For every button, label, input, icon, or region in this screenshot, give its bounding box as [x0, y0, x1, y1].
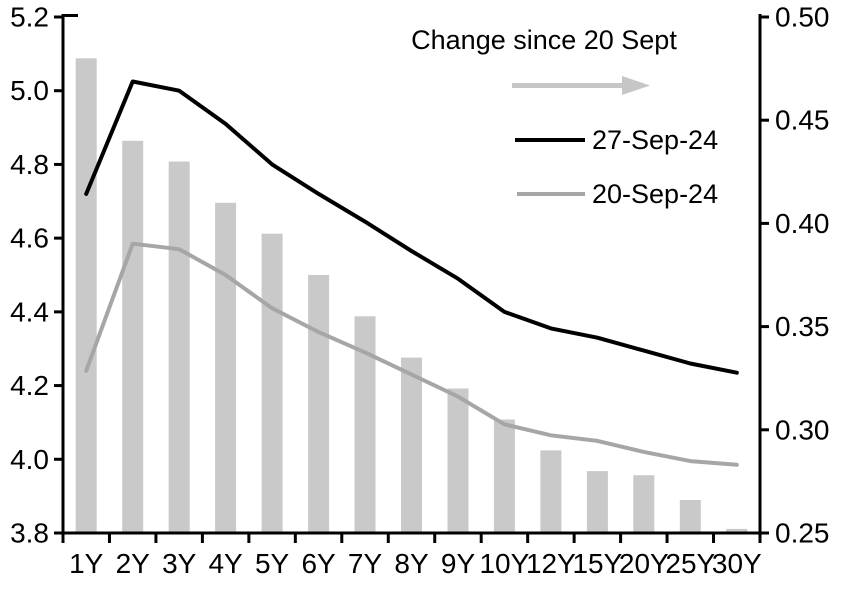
- bar-12Y: [540, 450, 562, 533]
- right-axis-tick-label: 0.50: [775, 2, 830, 33]
- bar-2Y: [122, 140, 144, 534]
- legend-label-27-sep: 27-Sep-24: [592, 125, 718, 155]
- left-axis-tick-label: 3.8: [10, 518, 49, 549]
- left-axis-tick-label: 5.2: [10, 2, 49, 33]
- change-arrow-icon: [512, 76, 650, 95]
- bar-7Y: [354, 316, 376, 533]
- left-axis-tick-label: 4.4: [10, 296, 49, 327]
- right-axis-tick-label: 0.25: [775, 518, 830, 549]
- x-axis-category-label: 9Y: [441, 548, 476, 579]
- right-axis-tick-label: 0.30: [775, 414, 830, 445]
- left-axis-tick-label: 4.0: [10, 444, 49, 475]
- left-axis-tick-label: 5.0: [10, 75, 49, 106]
- right-axis-tick-label: 0.40: [775, 208, 830, 239]
- chart-legend: Change since 20 Sept 27-Sep-24 20-Sep-24: [411, 25, 718, 209]
- line-20-Sep-24: [84, 241, 739, 467]
- x-axis-category-label: 4Y: [208, 548, 243, 579]
- bar-10Y: [493, 419, 515, 533]
- bar-15Y: [586, 471, 608, 533]
- x-axis-category-label: 1Y: [69, 548, 104, 579]
- bar-9Y: [447, 388, 469, 533]
- x-axis-category-label: 25Y: [665, 548, 715, 579]
- x-axis-category-label: 30Y: [712, 548, 762, 579]
- bar-series-layer: [75, 58, 748, 534]
- line-27-Sep-24: [84, 79, 739, 375]
- bar-4Y: [215, 202, 237, 534]
- axes-layer: 5.2 5.0 4.8 4.6 4.4 4.2 4.0 3.8 0.50 0.45 0.40 0.35…: [10, 2, 829, 580]
- bar-3Y: [168, 161, 190, 533]
- left-axis-tick-label: 4.6: [10, 223, 49, 254]
- left-axis-tick-label: 4.8: [10, 149, 49, 180]
- legend-label-20-sep: 20-Sep-24: [592, 179, 718, 209]
- bar-20Y: [633, 475, 655, 533]
- x-axis-category-label: 15Y: [572, 548, 622, 579]
- bar-25Y: [679, 500, 701, 533]
- x-axis-category-label: 3Y: [162, 548, 197, 579]
- x-axis-category-label: 8Y: [394, 548, 429, 579]
- right-axis-tick-label: 0.35: [775, 311, 830, 342]
- bar-8Y: [401, 357, 422, 533]
- bar-5Y: [261, 233, 283, 533]
- legend-title: Change since 20 Sept: [411, 25, 677, 55]
- bar-30Y: [726, 528, 748, 533]
- x-axis-category-label: 5Y: [255, 548, 290, 579]
- line-series-layer: [84, 79, 739, 467]
- left-axis-tick-label: 4.2: [10, 370, 49, 401]
- x-axis-category-label: 12Y: [526, 548, 576, 579]
- bar-6Y: [308, 275, 330, 533]
- x-axis-category-label: 2Y: [116, 548, 151, 579]
- right-axis-tick-label: 0.45: [775, 105, 830, 136]
- x-axis-category-label: 10Y: [479, 548, 529, 579]
- x-axis-category-label: 6Y: [301, 548, 336, 579]
- x-axis-category-label: 7Y: [348, 548, 383, 579]
- x-axis-category-label: 20Y: [619, 548, 669, 579]
- bar-1Y: [75, 58, 97, 534]
